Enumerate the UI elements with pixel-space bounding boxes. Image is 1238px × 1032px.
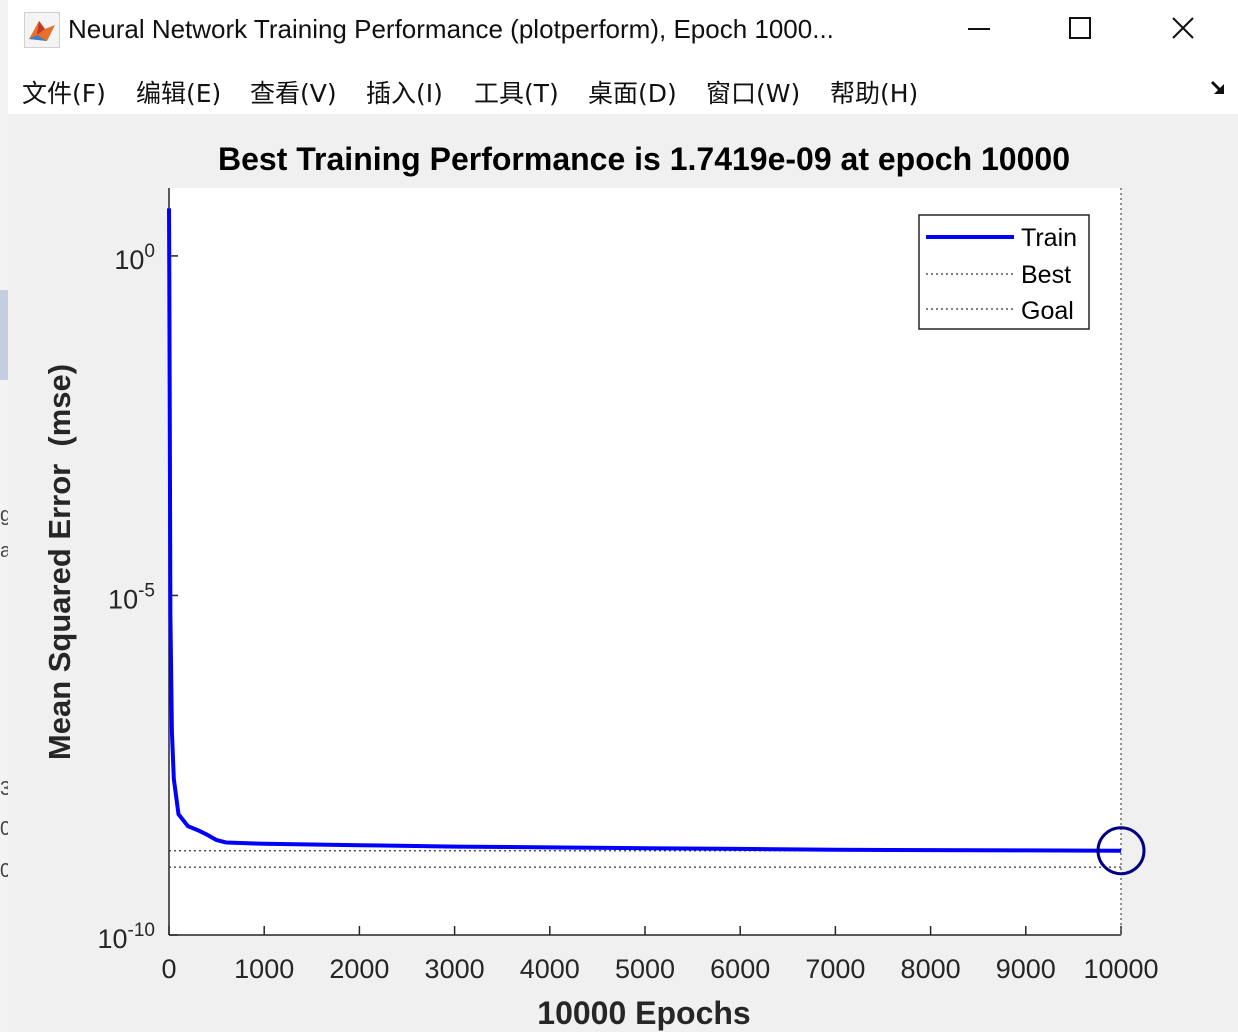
menu-edit[interactable]: 编辑(E) xyxy=(136,79,222,108)
background-text: 3 xyxy=(0,778,12,800)
chart-title: Best Training Performance is 1.7419e-09 … xyxy=(218,141,1070,177)
menu-tools[interactable]: 工具(T) xyxy=(474,79,559,108)
menu-bar: 文件(F) 编辑(E) 查看(V) 插入(I) 工具(T) 桌面(D) 窗口(W… xyxy=(8,62,1238,115)
y-axis-label: Mean Squared Error (mse) xyxy=(42,364,77,760)
x-tick-label: 1000 xyxy=(234,954,294,984)
x-tick-label: 0 xyxy=(161,954,176,984)
background-text: 0 xyxy=(0,860,12,882)
background-window-scroll xyxy=(0,290,8,380)
y-tick-label: 100 xyxy=(114,241,155,275)
x-axis-ticks: 0 1000 2000 3000 4000 5000 6000 7000 8000 9000 100… xyxy=(161,926,1159,984)
x-tick-label: 9000 xyxy=(996,954,1056,984)
menu-insert[interactable]: 插入(I) xyxy=(366,79,443,108)
y-tick-base: 10 xyxy=(97,924,127,954)
x-tick-label: 3000 xyxy=(425,954,485,984)
background-text: g xyxy=(0,504,12,526)
x-tick-label: 6000 xyxy=(710,954,770,984)
y-tick-label: 10-5 xyxy=(108,580,155,614)
menu-view[interactable]: 查看(V) xyxy=(250,79,337,108)
legend: Train Best Goal xyxy=(918,214,1090,330)
y-tick-label: 10-10 xyxy=(97,920,155,954)
dock-arrow-icon[interactable] xyxy=(1208,78,1230,98)
minimize-icon xyxy=(968,28,990,30)
matlab-icon xyxy=(24,12,60,48)
menu-help[interactable]: 帮助(H) xyxy=(830,79,919,108)
train-series-line xyxy=(167,208,1122,853)
window-titlebar[interactable]: Neural Network Training Performance (plo… xyxy=(8,0,1238,60)
legend-goal-label: Goal xyxy=(1021,297,1074,325)
x-tick-label: 4000 xyxy=(520,954,580,984)
window-title: Neural Network Training Performance (plo… xyxy=(68,14,834,44)
menu-file[interactable]: 文件(F) xyxy=(22,79,106,108)
x-tick-label: 7000 xyxy=(805,954,865,984)
background-window-edge: g a 3 0 0 xyxy=(0,0,12,1032)
menu-window[interactable]: 窗口(W) xyxy=(706,79,801,108)
close-button[interactable] xyxy=(1138,0,1228,60)
x-tick-label: 5000 xyxy=(615,954,675,984)
best-point-marker xyxy=(1096,826,1146,876)
close-icon xyxy=(1172,17,1194,39)
y-tick-exponent: 0 xyxy=(144,241,155,262)
legend-train-label: Train xyxy=(1021,224,1077,252)
maximize-icon xyxy=(1069,17,1091,39)
x-tick-label: 10000 xyxy=(1083,954,1158,984)
menu-desktop[interactable]: 桌面(D) xyxy=(588,79,677,108)
background-text: 0 xyxy=(0,818,12,840)
y-tick-base: 10 xyxy=(114,245,144,275)
minimize-button[interactable] xyxy=(934,0,1024,60)
x-tick-label: 2000 xyxy=(329,954,389,984)
x-axis-label: 10000 Epochs xyxy=(537,995,750,1031)
y-tick-base: 10 xyxy=(108,584,138,614)
y-tick-exponent: -5 xyxy=(138,580,155,601)
legend-best-label: Best xyxy=(1021,261,1071,289)
x-tick-label: 8000 xyxy=(901,954,961,984)
maximize-button[interactable] xyxy=(1036,0,1126,60)
background-text: a xyxy=(0,540,12,562)
y-tick-exponent: -10 xyxy=(128,920,155,941)
legend-box xyxy=(918,214,1090,330)
